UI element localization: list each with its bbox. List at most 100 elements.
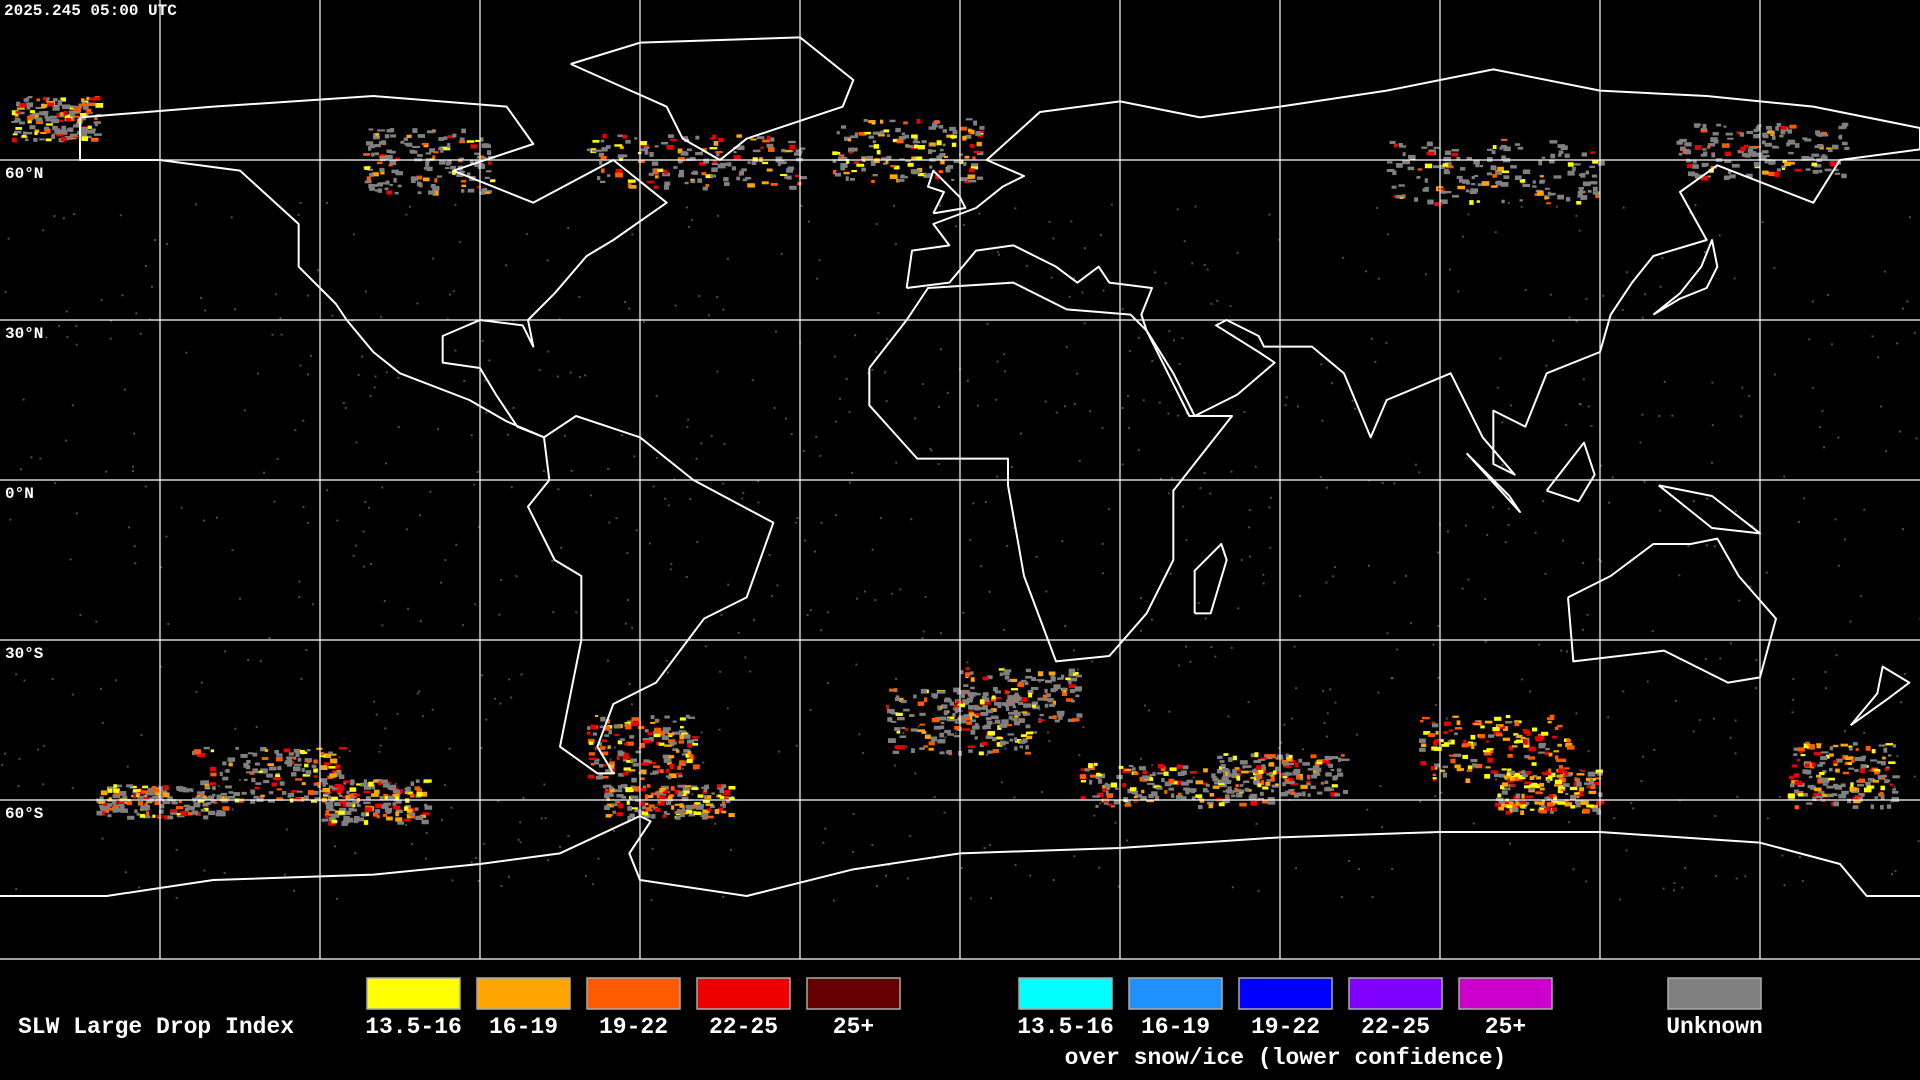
cloud-pixel bbox=[1386, 161, 1393, 164]
cloud-pixel bbox=[1908, 216, 1911, 219]
cloud-pixel bbox=[1067, 718, 1075, 723]
cloud-pixel bbox=[1822, 154, 1826, 158]
cloud-pixel bbox=[1467, 578, 1470, 581]
cloud-pixel bbox=[376, 814, 380, 819]
cloud-pixel bbox=[626, 741, 634, 746]
cloud-pixel bbox=[1252, 769, 1261, 773]
cloud-pixel bbox=[707, 314, 710, 317]
cloud-pixel bbox=[1114, 821, 1117, 824]
cloud-pixel bbox=[704, 645, 707, 648]
cloud-pixel bbox=[1307, 774, 1311, 780]
cloud-pixel bbox=[1817, 778, 1824, 784]
cloud-pixel bbox=[1028, 692, 1033, 698]
cloud-pixel bbox=[644, 794, 649, 800]
cloud-pixel bbox=[588, 741, 594, 745]
cloud-pixel bbox=[1407, 154, 1416, 160]
cloud-pixel bbox=[682, 787, 690, 792]
cloud-pixel bbox=[623, 767, 631, 771]
cloud-pixel bbox=[643, 740, 652, 743]
cloud-pixel bbox=[974, 693, 981, 696]
cloud-pixel bbox=[1182, 765, 1189, 770]
cloud-pixel bbox=[1334, 566, 1337, 569]
cloud-pixel bbox=[146, 804, 150, 808]
cloud-pixel bbox=[663, 811, 668, 814]
cloud-pixel bbox=[225, 785, 232, 789]
cloud-pixel bbox=[1622, 206, 1625, 209]
cloud-pixel bbox=[1736, 131, 1742, 135]
cloud-pixel bbox=[7, 237, 10, 240]
cloud-pixel bbox=[652, 765, 660, 768]
cloud-pixel bbox=[1023, 703, 1032, 708]
cloud-pixel bbox=[689, 754, 694, 759]
cloud-pixel bbox=[167, 622, 170, 625]
cloud-pixel bbox=[723, 443, 726, 446]
cloud-pixel bbox=[344, 406, 347, 409]
cloud-pixel bbox=[1504, 801, 1510, 805]
cloud-pixel bbox=[1326, 762, 1330, 766]
cloud-pixel bbox=[175, 848, 178, 851]
cloud-pixel bbox=[1774, 171, 1780, 177]
cloud-pixel bbox=[1826, 785, 1834, 789]
cloud-pixel bbox=[1487, 148, 1493, 151]
cloud-pixel bbox=[677, 148, 683, 154]
cloud-pixel bbox=[1570, 805, 1576, 809]
cloud-pixel bbox=[1294, 762, 1299, 768]
cloud-pixel bbox=[233, 792, 241, 796]
cloud-pixel bbox=[559, 846, 562, 849]
cloud-pixel bbox=[1541, 156, 1546, 159]
cloud-pixel bbox=[600, 716, 606, 722]
cloud-pixel bbox=[319, 778, 328, 783]
cloud-pixel bbox=[1508, 745, 1514, 751]
cloud-pixel bbox=[1502, 737, 1510, 741]
cloud-pixel bbox=[415, 779, 420, 783]
cloud-pixel bbox=[1703, 251, 1706, 254]
cloud-pixel bbox=[1170, 793, 1175, 798]
cloud-pixel bbox=[1510, 165, 1517, 169]
cloud-pixel bbox=[1274, 766, 1279, 772]
cloud-pixel bbox=[1044, 688, 1048, 694]
cloud-pixel bbox=[921, 731, 927, 734]
cloud-pixel bbox=[1563, 767, 1570, 770]
cloud-pixel bbox=[1513, 772, 1521, 777]
cloud-pixel bbox=[1676, 140, 1683, 145]
cloud-pixel bbox=[1727, 169, 1732, 174]
cloud-pixel bbox=[1893, 786, 1896, 789]
cloud-pixel bbox=[667, 761, 672, 765]
cloud-pixel bbox=[1257, 783, 1262, 788]
cloud-pixel bbox=[27, 115, 33, 121]
cloud-pixel bbox=[592, 139, 600, 143]
cloud-pixel bbox=[872, 140, 876, 144]
cloud-pixel bbox=[1903, 673, 1906, 676]
cloud-pixel bbox=[121, 797, 124, 800]
cloud-pixel bbox=[1437, 676, 1440, 679]
cloud-pixel bbox=[170, 812, 178, 815]
cloud-pixel bbox=[1151, 764, 1154, 767]
cloud-pixel bbox=[1211, 773, 1216, 779]
cloud-pixel bbox=[716, 370, 719, 373]
cloud-pixel bbox=[1024, 681, 1029, 686]
cloud-pixel bbox=[965, 118, 973, 121]
cloud-pixel bbox=[1332, 775, 1337, 781]
cloud-pixel bbox=[684, 785, 692, 789]
cloud-pixel bbox=[597, 176, 601, 181]
cloud-pixel bbox=[1331, 784, 1338, 788]
cloud-pixel bbox=[895, 461, 898, 464]
cloud-pixel bbox=[690, 178, 694, 181]
cloud-pixel bbox=[1523, 729, 1530, 735]
cloud-pixel bbox=[410, 179, 416, 184]
cloud-pixel bbox=[1231, 886, 1234, 889]
cloud-pixel bbox=[871, 548, 874, 551]
cloud-pixel bbox=[197, 752, 206, 758]
cloud-pixel bbox=[678, 730, 686, 733]
cloud-pixel bbox=[1414, 463, 1417, 466]
cloud-pixel bbox=[1590, 424, 1593, 427]
cloud-pixel bbox=[1678, 574, 1681, 577]
cloud-pixel bbox=[1710, 137, 1718, 143]
cloud-pixel bbox=[629, 769, 636, 772]
cloud-pixel bbox=[1268, 213, 1271, 216]
cloud-pixel bbox=[731, 166, 737, 171]
cloud-pixel bbox=[440, 148, 444, 153]
cloud-pixel bbox=[474, 163, 482, 167]
cloud-pixel bbox=[985, 735, 993, 740]
cloud-pixel bbox=[1004, 669, 1012, 673]
